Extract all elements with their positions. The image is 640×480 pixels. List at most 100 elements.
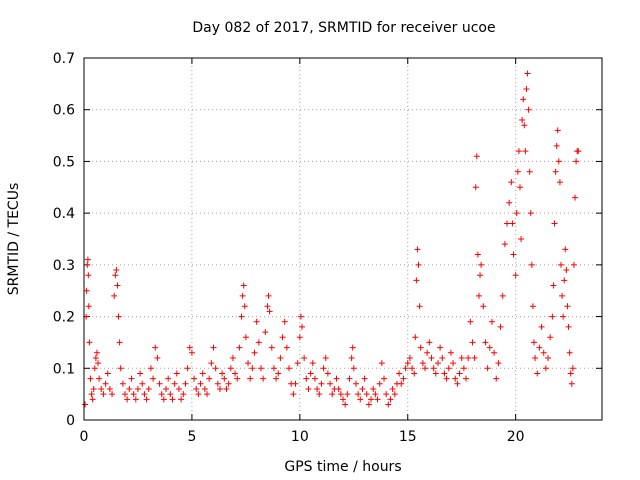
data-point	[463, 375, 470, 382]
data-point	[575, 148, 582, 155]
data-point	[497, 323, 504, 330]
data-point	[447, 349, 454, 356]
data-point	[419, 360, 426, 367]
data-point	[564, 303, 571, 310]
data-point	[232, 370, 239, 377]
data-point	[514, 168, 521, 175]
data-point	[417, 344, 424, 351]
data-point	[509, 220, 516, 227]
data-point	[186, 344, 193, 351]
data-point	[84, 256, 91, 263]
y-tick-label: 0.1	[53, 361, 75, 377]
data-point	[355, 391, 362, 398]
data-point	[554, 127, 561, 134]
data-point	[240, 282, 247, 289]
data-point	[322, 354, 329, 361]
x-tick-label: 15	[399, 429, 417, 445]
data-point	[141, 391, 148, 398]
data-point	[152, 344, 159, 351]
data-point	[90, 385, 97, 392]
data-point	[378, 360, 385, 367]
data-point	[316, 391, 323, 398]
data-point	[238, 313, 245, 320]
data-point	[132, 396, 139, 403]
data-point	[450, 360, 457, 367]
data-point	[562, 246, 569, 253]
data-point	[519, 117, 526, 124]
data-point	[560, 313, 567, 320]
data-points	[82, 70, 582, 408]
data-point	[368, 396, 375, 403]
y-tick-label: 0.2	[53, 310, 75, 326]
data-point	[255, 339, 262, 346]
data-point	[529, 303, 536, 310]
data-point	[119, 380, 126, 387]
data-point	[212, 365, 219, 372]
data-point	[112, 272, 119, 279]
data-point	[163, 385, 170, 392]
data-point	[130, 391, 137, 398]
data-point	[102, 380, 109, 387]
data-point	[134, 385, 141, 392]
data-point	[277, 354, 284, 361]
data-point	[426, 339, 433, 346]
data-point	[553, 142, 560, 149]
data-point	[409, 365, 416, 372]
data-point	[550, 282, 557, 289]
x-tick-label: 0	[80, 429, 89, 445]
data-point	[95, 360, 102, 367]
data-point	[327, 380, 334, 387]
data-point	[456, 370, 463, 377]
data-point	[290, 391, 297, 398]
data-point	[551, 220, 558, 227]
data-point	[219, 370, 226, 377]
data-point	[391, 391, 398, 398]
data-point	[555, 158, 562, 165]
data-point	[294, 360, 301, 367]
data-point	[374, 396, 381, 403]
data-point	[188, 349, 195, 356]
data-point	[340, 396, 346, 403]
data-point	[469, 339, 476, 346]
data-point	[139, 380, 146, 387]
data-point	[387, 396, 394, 403]
data-point	[225, 380, 232, 387]
data-point	[301, 354, 308, 361]
data-point	[381, 375, 388, 382]
data-point	[150, 375, 157, 382]
data-point	[335, 385, 342, 392]
data-point	[531, 339, 538, 346]
data-point	[193, 385, 200, 392]
data-point	[245, 360, 252, 367]
data-point	[480, 303, 487, 310]
data-point	[229, 354, 236, 361]
data-point	[359, 385, 366, 392]
data-point	[122, 391, 129, 398]
data-point	[482, 339, 489, 346]
data-point	[320, 365, 327, 372]
data-point	[249, 365, 256, 372]
data-point	[236, 344, 243, 351]
data-point	[471, 354, 478, 361]
data-point	[242, 334, 249, 341]
data-point	[357, 396, 364, 403]
data-point	[262, 329, 269, 336]
data-point	[83, 287, 90, 294]
data-point	[525, 106, 532, 113]
data-point	[510, 251, 517, 258]
data-point	[333, 375, 340, 382]
data-point	[265, 292, 272, 299]
data-point	[89, 396, 96, 403]
data-point	[361, 375, 368, 382]
data-point	[116, 339, 123, 346]
data-point	[268, 344, 275, 351]
data-point	[98, 385, 105, 392]
y-tick-label: 0.3	[53, 258, 75, 274]
chart-title: Day 082 of 2017, SRMTID for receiver uco…	[192, 20, 495, 36]
data-point	[441, 370, 448, 377]
data-point	[534, 370, 541, 377]
data-point	[499, 292, 506, 299]
data-point	[348, 354, 355, 361]
data-point	[406, 354, 413, 361]
